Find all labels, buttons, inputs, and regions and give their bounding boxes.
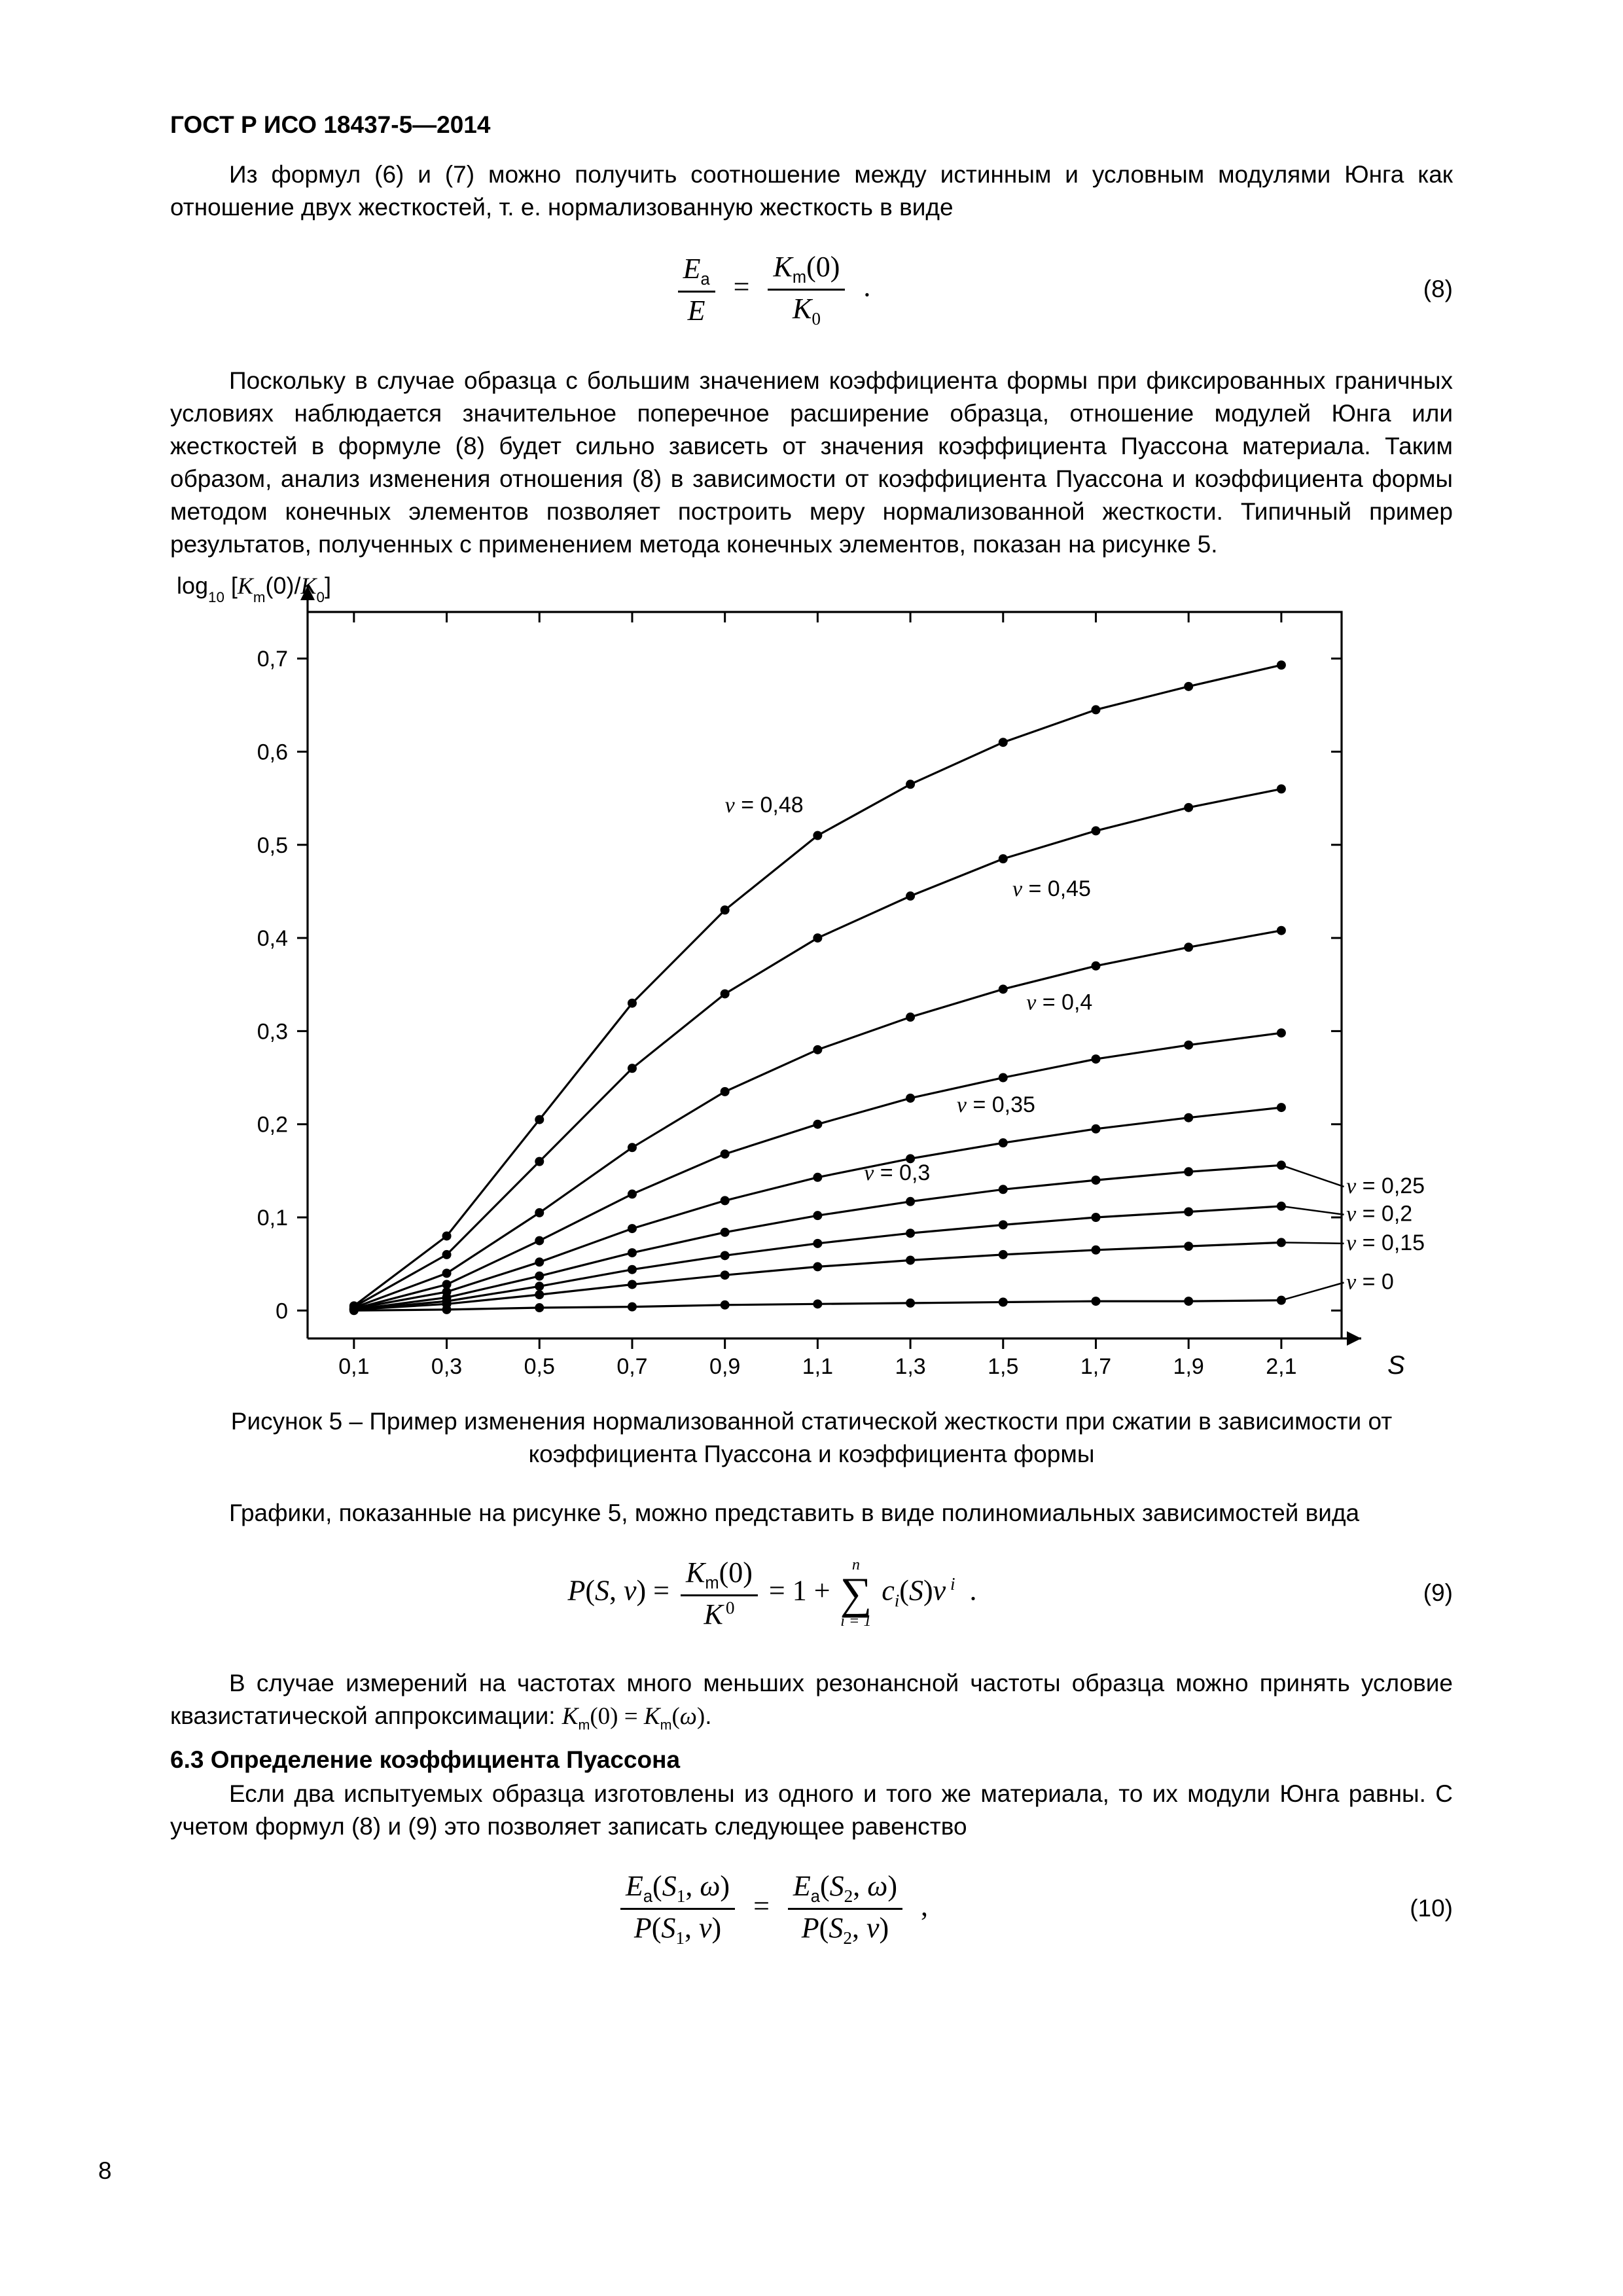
paragraph-2-text: Поскольку в случае образца с большим зна… bbox=[170, 367, 1453, 558]
svg-text:0,2: 0,2 bbox=[257, 1113, 288, 1138]
paragraph-1: Из формул (6) и (7) можно получить соотн… bbox=[170, 158, 1453, 224]
svg-text:ν = 0,2: ν = 0,2 bbox=[1346, 1202, 1412, 1227]
svg-text:ν = 0: ν = 0 bbox=[1346, 1270, 1394, 1295]
svg-text:0,3: 0,3 bbox=[431, 1354, 462, 1379]
svg-text:0: 0 bbox=[276, 1299, 288, 1323]
svg-text:0,9: 0,9 bbox=[709, 1354, 740, 1379]
equation-8-row: Ea E = Km(0) K0 . (8) bbox=[170, 250, 1453, 329]
figure-5-chart: 0,1 0,3 0,5 0,7 0,9 1,1 1,3 1,5 1,7 1,9 2,1 0 0,1 0,2… bbox=[170, 573, 1453, 1397]
equation-10: Ea(S1, ω) P(S1, ν) = Ea(S2, ω) P(S2, ν) … bbox=[170, 1869, 1374, 1948]
equation-10-row: Ea(S1, ω) P(S1, ν) = Ea(S2, ω) P(S2, ν) … bbox=[170, 1869, 1453, 1948]
inline-eq-km: Km(0) = Km(ω) bbox=[562, 1703, 705, 1730]
equation-9: P(S, ν) = Km(0) K0 = 1 + n ∑ i = 1 ci(S)… bbox=[170, 1556, 1374, 1631]
svg-text:0,1: 0,1 bbox=[338, 1354, 369, 1379]
section-6-3-text: 6.3 Определение коэффициента Пуассона bbox=[170, 1746, 680, 1773]
svg-text:0,7: 0,7 bbox=[257, 647, 288, 672]
svg-text:ν = 0,4: ν = 0,4 bbox=[1026, 990, 1092, 1015]
svg-text:ν = 0,3: ν = 0,3 bbox=[864, 1160, 930, 1185]
svg-text:1,5: 1,5 bbox=[988, 1354, 1018, 1379]
paragraph-4a-text: В случае измерений на частотах много мен… bbox=[170, 1670, 1453, 1729]
page-number: 8 bbox=[98, 2157, 112, 2185]
equation-9-number: (9) bbox=[1374, 1579, 1453, 1607]
paragraph-4: В случае измерений на частотах много мен… bbox=[170, 1667, 1453, 1734]
equation-8: Ea E = Km(0) K0 . bbox=[170, 250, 1374, 329]
svg-text:2,1: 2,1 bbox=[1266, 1354, 1296, 1379]
svg-text:ν = 0,35: ν = 0,35 bbox=[957, 1092, 1035, 1117]
svg-text:0,5: 0,5 bbox=[524, 1354, 555, 1379]
svg-text:0,7: 0,7 bbox=[616, 1354, 647, 1379]
svg-text:0,1: 0,1 bbox=[257, 1206, 288, 1230]
svg-text:1,9: 1,9 bbox=[1173, 1354, 1204, 1379]
document-id: ГОСТ Р ИСО 18437-5—2014 bbox=[170, 111, 1453, 139]
paragraph-5-text: Если два испытуемых образца изготовлены … bbox=[170, 1780, 1453, 1840]
svg-text:ν = 0,45: ν = 0,45 bbox=[1012, 876, 1091, 901]
equation-10-number: (10) bbox=[1374, 1895, 1453, 1922]
svg-text:ν = 0,25: ν = 0,25 bbox=[1346, 1174, 1425, 1198]
svg-text:0,4: 0,4 bbox=[257, 926, 288, 951]
paragraph-5: Если два испытуемых образца изготовлены … bbox=[170, 1778, 1453, 1843]
paragraph-3: Графики, показанные на рисунке 5, можно … bbox=[170, 1497, 1453, 1530]
svg-text:0,5: 0,5 bbox=[257, 833, 288, 858]
section-6-3-heading: 6.3 Определение коэффициента Пуассона bbox=[170, 1746, 1453, 1774]
paragraph-2: Поскольку в случае образца с большим зна… bbox=[170, 365, 1453, 561]
paragraph-1-text: Из формул (6) и (7) можно получить соотн… bbox=[170, 161, 1453, 221]
svg-text:1,1: 1,1 bbox=[802, 1354, 833, 1379]
figure-5-caption: Рисунок 5 – Пример изменения нормализова… bbox=[170, 1405, 1453, 1471]
paragraph-3-text: Графики, показанные на рисунке 5, можно … bbox=[229, 1499, 1359, 1526]
svg-text:S: S bbox=[1387, 1351, 1405, 1380]
svg-text:1,7: 1,7 bbox=[1080, 1354, 1111, 1379]
svg-text:ν = 0,15: ν = 0,15 bbox=[1346, 1230, 1425, 1255]
equation-9-row: P(S, ν) = Km(0) K0 = 1 + n ∑ i = 1 ci(S)… bbox=[170, 1556, 1453, 1631]
paragraph-4b-text: . bbox=[705, 1702, 711, 1729]
svg-text:ν = 0,48: ν = 0,48 bbox=[725, 793, 804, 817]
equation-8-number: (8) bbox=[1374, 276, 1453, 303]
svg-text:0,3: 0,3 bbox=[257, 1019, 288, 1044]
svg-text:1,3: 1,3 bbox=[895, 1354, 925, 1379]
svg-text:0,6: 0,6 bbox=[257, 740, 288, 765]
